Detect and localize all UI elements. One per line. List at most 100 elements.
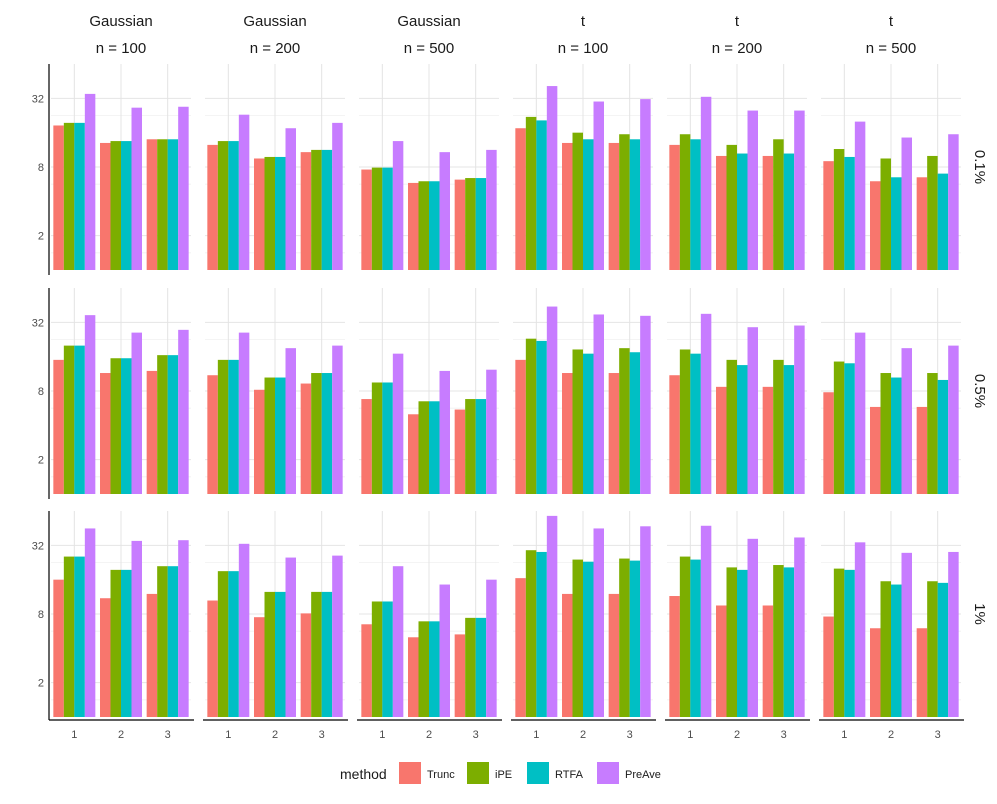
- bar-trunc: [669, 375, 680, 494]
- bar-trunc: [608, 373, 620, 494]
- bar-ipe: [679, 349, 691, 494]
- bar-ipe: [572, 132, 583, 270]
- bar-trunc: [53, 359, 64, 494]
- bar-ipe: [465, 617, 476, 717]
- bar-rtfa: [536, 340, 547, 494]
- bar-trunc: [361, 624, 372, 717]
- x-tick-label: 1: [687, 729, 693, 741]
- x-tick-label: 2: [426, 729, 432, 741]
- strip-dist-label: Gaussian: [243, 13, 306, 30]
- bar-trunc: [254, 158, 265, 270]
- bar-rtfa: [737, 153, 748, 270]
- bar-trunc: [716, 386, 727, 494]
- bar-trunc: [515, 359, 526, 494]
- bar-ipe: [525, 338, 537, 494]
- bar-ipe: [572, 559, 583, 717]
- y-tick-label: 8: [38, 162, 44, 174]
- bar-ipe: [927, 155, 938, 270]
- bar-trunc: [562, 142, 573, 270]
- bar-rtfa: [321, 149, 333, 270]
- bar-rtfa: [382, 167, 393, 270]
- bar-preave: [178, 540, 189, 717]
- bar-trunc: [669, 144, 680, 270]
- bar-ipe: [264, 377, 275, 494]
- bar-preave: [332, 122, 343, 270]
- bar-preave: [392, 141, 404, 270]
- bar-trunc: [515, 578, 526, 717]
- bar-preave: [131, 540, 142, 717]
- bar-trunc: [207, 375, 218, 494]
- bar-rtfa: [937, 173, 949, 270]
- bar-preave: [486, 149, 497, 270]
- bar-rtfa: [121, 358, 132, 494]
- bar-ipe: [880, 158, 891, 270]
- bar-rtfa: [74, 122, 85, 270]
- x-tick-label: 3: [319, 729, 325, 741]
- bar-rtfa: [583, 353, 594, 494]
- bar-ipe: [465, 399, 476, 494]
- bar-trunc: [916, 406, 928, 494]
- bar-trunc: [762, 155, 774, 270]
- bar-preave: [593, 101, 604, 270]
- bar-ipe: [157, 355, 168, 494]
- bar-preave: [948, 551, 959, 717]
- bar-preave: [84, 528, 96, 717]
- bar-rtfa: [228, 359, 239, 494]
- bar-trunc: [870, 628, 881, 717]
- strip-n-label: n = 500: [866, 40, 916, 57]
- bar-preave: [392, 566, 404, 717]
- legend-swatch-trunc: [399, 762, 421, 784]
- bar-trunc: [146, 370, 158, 494]
- bar-trunc: [207, 600, 218, 717]
- bar-trunc: [454, 409, 466, 494]
- bar-preave: [794, 110, 805, 270]
- x-tick-label: 3: [165, 729, 171, 741]
- bar-preave: [948, 134, 959, 270]
- bar-ipe: [773, 565, 784, 717]
- bar-ipe: [157, 566, 168, 717]
- legend-swatch-ipe: [467, 762, 489, 784]
- bar-trunc: [408, 414, 419, 494]
- bar-rtfa: [690, 353, 701, 494]
- bar-trunc: [562, 593, 573, 717]
- bar-trunc: [100, 142, 111, 270]
- bar-rtfa: [121, 141, 132, 270]
- bar-rtfa: [321, 591, 333, 717]
- bar-rtfa: [382, 601, 393, 717]
- bar-trunc: [823, 161, 834, 270]
- bar-rtfa: [891, 377, 902, 494]
- bar-rtfa: [74, 345, 85, 494]
- bar-ipe: [311, 591, 322, 717]
- bar-rtfa: [891, 584, 902, 717]
- bar-trunc: [146, 593, 158, 717]
- bar-trunc: [823, 616, 834, 717]
- bar-preave: [285, 128, 296, 270]
- bar-ipe: [880, 373, 891, 494]
- x-tick-label: 2: [118, 729, 124, 741]
- bar-trunc: [361, 399, 372, 494]
- bar-rtfa: [783, 153, 795, 270]
- bar-preave: [285, 557, 296, 717]
- bar-ipe: [110, 569, 121, 717]
- bar-rtfa: [536, 551, 547, 717]
- bar-rtfa: [74, 556, 85, 717]
- bar-trunc: [254, 617, 265, 717]
- bar-rtfa: [690, 559, 701, 717]
- bar-ipe: [679, 556, 691, 717]
- bar-trunc: [53, 579, 64, 717]
- bar-preave: [593, 528, 604, 717]
- bar-preave: [238, 543, 250, 717]
- bar-preave: [593, 314, 604, 494]
- bar-trunc: [608, 593, 620, 717]
- bar-ipe: [63, 122, 75, 270]
- x-tick-label: 1: [379, 729, 385, 741]
- bar-ipe: [726, 144, 737, 270]
- bar-preave: [747, 327, 758, 494]
- bar-ipe: [465, 178, 476, 270]
- row-strip-label: 0.1%: [971, 150, 988, 184]
- bar-preave: [178, 106, 189, 270]
- bar-preave: [285, 348, 296, 494]
- bar-ipe: [418, 401, 429, 494]
- bar-ipe: [217, 359, 229, 494]
